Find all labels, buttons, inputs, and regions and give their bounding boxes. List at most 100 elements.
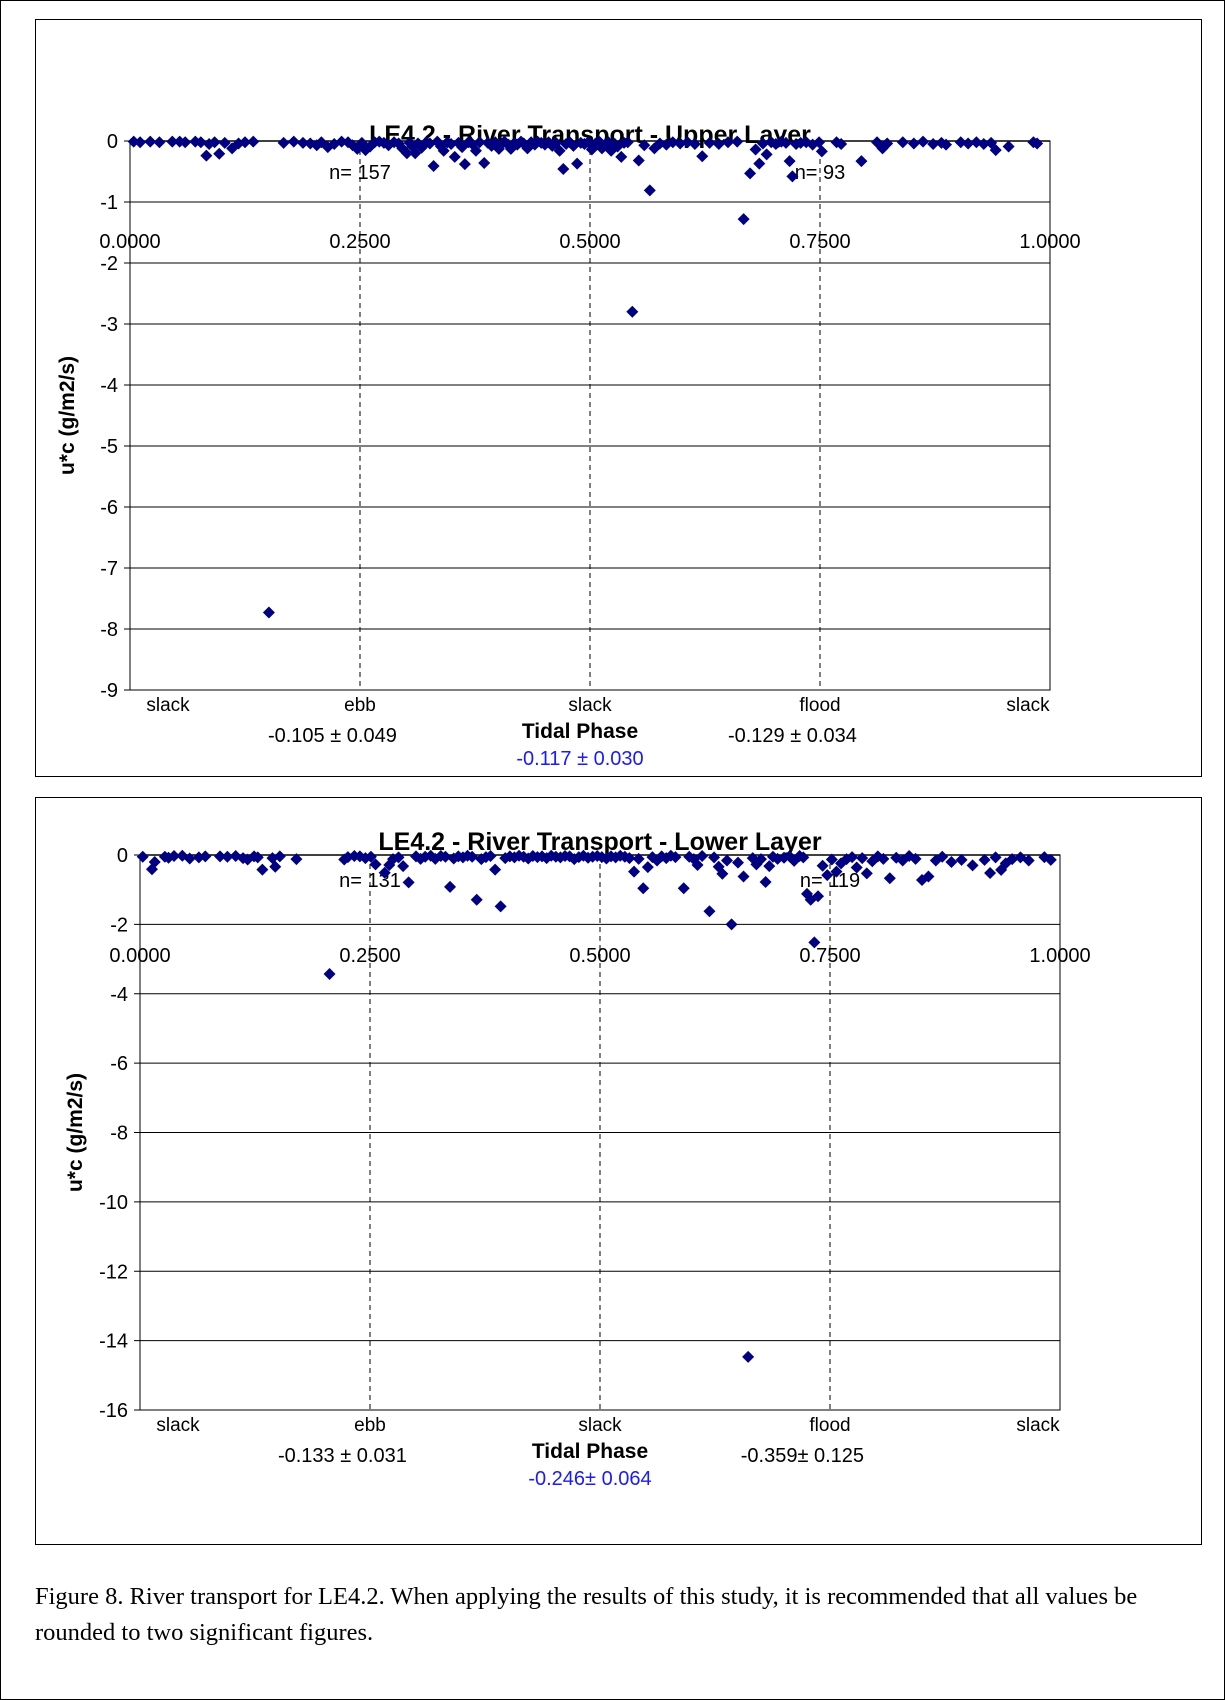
data-point-lower-109: [755, 853, 767, 866]
data-point-lower-121: [808, 936, 821, 949]
data-point-upper-37: [382, 139, 395, 152]
data-point-upper-102: [611, 140, 624, 153]
data-point-lower-85: [637, 882, 650, 895]
data-point-lower-16: [251, 851, 264, 864]
y-tick-label-lower-3: -6: [110, 1053, 128, 1075]
data-point-lower-86: [641, 861, 654, 874]
x-tick-label-lower-4: 1.0000: [1029, 945, 1090, 967]
data-point-lower-145: [945, 855, 958, 868]
data-point-upper-9: [200, 149, 213, 162]
data-point-upper-106: [626, 305, 639, 318]
data-point-lower-141: [916, 873, 928, 886]
x-tick-label-lower-2: 0.5000: [569, 945, 630, 967]
data-point-lower-111: [763, 860, 776, 873]
data-point-lower-82: [623, 852, 636, 865]
data-point-lower-49: [470, 893, 483, 906]
data-point-lower-125: [825, 853, 838, 866]
data-point-lower-157: [1044, 853, 1057, 866]
data-point-upper-151: [940, 138, 953, 151]
data-point-upper-131: [779, 136, 792, 149]
data-point-lower-7: [183, 852, 196, 865]
data-point-lower-98: [703, 905, 716, 918]
data-point-upper-29: [346, 139, 359, 152]
data-point-lower-42: [439, 850, 452, 863]
y-tick-label-lower-6: -12: [99, 1261, 128, 1283]
data-point-upper-124: [749, 143, 762, 156]
data-point-lower-101: [716, 867, 729, 880]
data-point-lower-147: [966, 859, 979, 872]
data-point-upper-6: [179, 136, 192, 149]
data-point-lower-106: [742, 1350, 755, 1363]
data-point-lower-8: [192, 851, 205, 864]
y-tick-label-upper-1: -1: [100, 192, 118, 214]
phase-label-lower-4: slack: [1016, 1415, 1060, 1436]
data-point-lower-46: [456, 851, 469, 864]
data-point-upper-123: [744, 167, 757, 180]
data-point-upper-61: [469, 144, 482, 157]
data-point-upper-2: [144, 135, 157, 148]
phase-label-upper-1: ebb: [344, 695, 376, 716]
y-tick-label-lower-7: -14: [99, 1331, 128, 1353]
y-tick-label-lower-0: 0: [117, 845, 128, 867]
data-point-lower-84: [632, 852, 645, 865]
data-point-lower-118: [797, 851, 810, 864]
phase-label-lower-3: flood: [809, 1415, 850, 1436]
data-point-lower-107: [746, 852, 759, 865]
data-point-upper-117: [696, 150, 709, 163]
data-point-lower-30: [378, 866, 391, 879]
data-point-lower-110: [759, 876, 772, 889]
data-point-upper-139: [815, 145, 828, 158]
data-point-lower-130: [850, 861, 863, 874]
data-point-lower-142: [922, 870, 935, 883]
data-point-lower-9: [199, 850, 212, 863]
y-tick-label-upper-5: -5: [100, 436, 118, 458]
data-point-upper-19: [277, 136, 290, 149]
data-point-upper-153: [962, 137, 975, 150]
data-point-lower-1: [145, 863, 158, 876]
data-point-upper-16: [239, 136, 251, 149]
data-point-lower-12: [229, 850, 242, 863]
data-point-lower-17: [256, 863, 269, 876]
data-point-upper-63: [478, 156, 491, 169]
x-axis-label-lower: Tidal Phase: [532, 1440, 648, 1463]
data-point-upper-108: [638, 139, 651, 152]
data-point-upper-116: [688, 138, 701, 151]
data-point-lower-34: [397, 860, 410, 873]
data-point-upper-12: [213, 147, 226, 160]
data-point-lower-43: [444, 880, 457, 893]
data-point-upper-55: [448, 150, 461, 163]
data-point-lower-99: [708, 851, 721, 864]
y-axis-label-upper: u*c (g/m2/s): [56, 356, 79, 475]
data-point-upper-86: [557, 163, 570, 176]
data-point-upper-133: [786, 170, 799, 183]
data-point-upper-11: [208, 136, 221, 149]
data-point-upper-85: [553, 144, 566, 157]
data-point-lower-83: [628, 865, 641, 878]
data-point-lower-10: [214, 850, 227, 863]
y-tick-label-lower-8: -16: [99, 1400, 128, 1422]
data-point-lower-50: [475, 853, 488, 866]
data-point-upper-147: [907, 137, 920, 150]
data-point-lower-32: [387, 853, 399, 866]
data-point-upper-157: [989, 144, 1002, 157]
data-point-lower-137: [890, 851, 903, 864]
data-point-lower-143: [929, 854, 942, 867]
data-point-upper-105: [621, 136, 634, 149]
data-point-upper-21: [296, 136, 309, 149]
x-tick-label-lower-3: 0.7500: [799, 945, 860, 967]
data-point-upper-90: [571, 157, 584, 170]
data-point-lower-139: [903, 850, 916, 863]
data-point-upper-132: [783, 155, 796, 168]
stat-ebb-lower: -0.133 ± 0.031: [278, 1445, 407, 1467]
stat-ebb-upper: -0.105 ± 0.049: [268, 725, 397, 747]
phase-label-upper-3: flood: [799, 695, 840, 716]
data-point-lower-122: [812, 890, 825, 903]
y-tick-label-upper-9: -9: [100, 680, 118, 702]
data-point-lower-105: [737, 870, 750, 883]
data-point-lower-69: [563, 850, 576, 863]
stat-overall-lower: -0.246± 0.064: [528, 1468, 651, 1490]
data-point-upper-32: [359, 144, 372, 157]
data-point-lower-33: [392, 851, 405, 864]
data-point-lower-37: [414, 852, 427, 865]
data-point-upper-138: [813, 136, 826, 149]
